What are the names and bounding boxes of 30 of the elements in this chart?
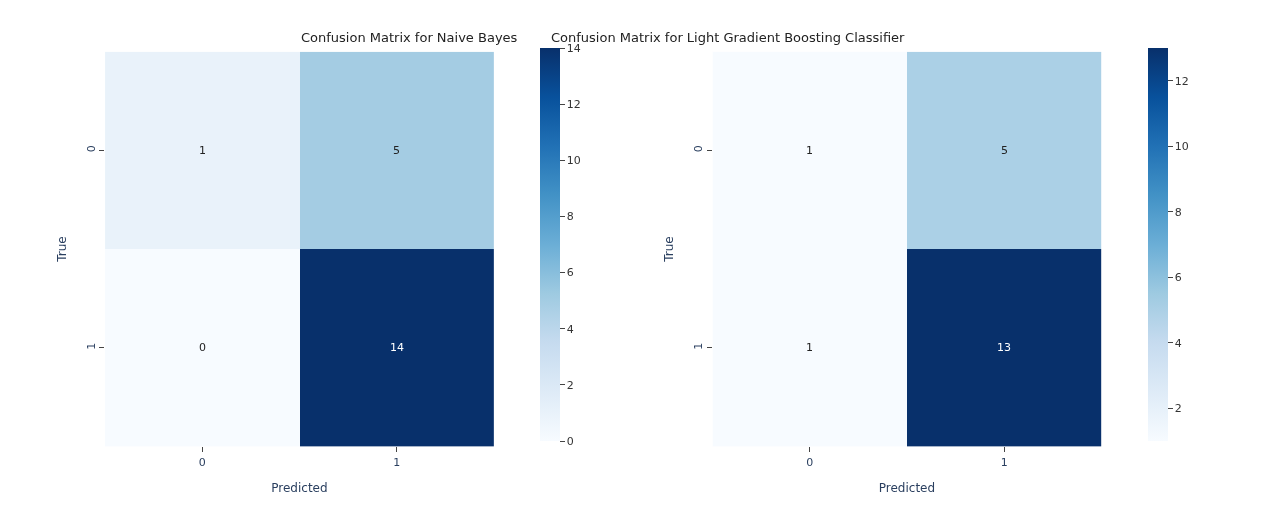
- color-bar-label: 4: [1174, 336, 1182, 350]
- x-tick-label: 0: [806, 455, 814, 469]
- x-tick-label: 1: [393, 455, 401, 469]
- color-bar-label: 2: [566, 378, 574, 392]
- color-bar-label: 0: [566, 434, 574, 448]
- color-bar-label: 10: [566, 154, 581, 168]
- data-label: 1: [199, 144, 206, 157]
- x-axis-title: Predicted: [271, 480, 328, 495]
- color-bar-label: 8: [566, 210, 574, 224]
- y-axis-title: True: [662, 236, 677, 263]
- color-bar-label: 6: [566, 266, 574, 280]
- x-tick-label: 1: [1000, 455, 1008, 469]
- color-bar-label: 8: [1174, 205, 1182, 219]
- color-bar-label: 2: [1174, 402, 1182, 416]
- data-label: 5: [393, 144, 400, 157]
- y-axis-title: True: [54, 236, 69, 263]
- data-label: 14: [390, 341, 404, 354]
- x-axis-title: Predicted: [878, 480, 936, 495]
- color-bar-label: 12: [1174, 74, 1189, 88]
- color-bar-label: 4: [566, 322, 574, 336]
- data-label: 0: [199, 341, 206, 354]
- data-label: 1: [806, 144, 813, 157]
- data-label: 1: [806, 341, 813, 354]
- data-label: 5: [1001, 144, 1008, 157]
- color-bar-label: 6: [1174, 271, 1182, 285]
- data-label: 13: [997, 341, 1011, 354]
- chart-title: Confusion Matrix for Naive Bayes: [301, 30, 518, 45]
- color-bar-label: 10: [1174, 140, 1189, 154]
- color-bar-label: 12: [566, 97, 581, 111]
- x-tick-label: 0: [198, 455, 206, 469]
